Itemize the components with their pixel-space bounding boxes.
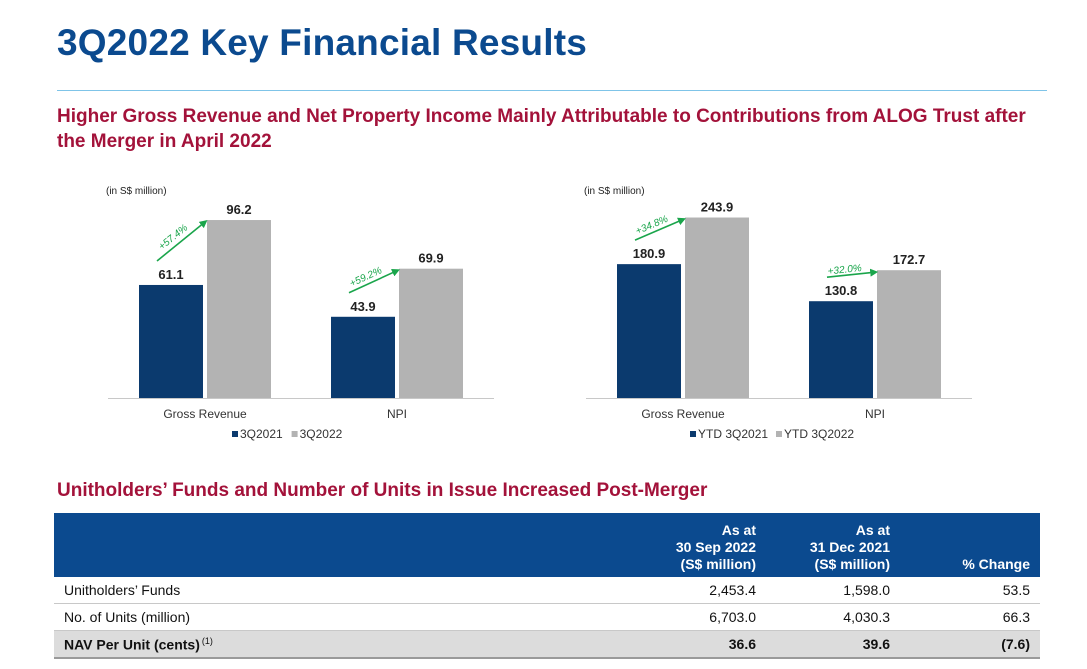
table-cell: (7.6) <box>900 630 1040 659</box>
growth-arrow <box>156 220 208 262</box>
page-title: 3Q2022 Key Financial Results <box>57 22 588 63</box>
bar-ytd-3q2021 <box>617 264 681 398</box>
growth-arrow <box>826 268 879 279</box>
footnote-marker: (1) <box>201 635 213 646</box>
legend-swatch <box>291 431 298 437</box>
row-label: No. of Units (million) <box>54 603 594 631</box>
growth-arrow <box>634 217 686 241</box>
category-tick-label: Gross Revenue <box>641 407 725 421</box>
bar-chart-svg: (in S$ million)61.196.2+57.4%Gross Reven… <box>106 186 494 441</box>
table-header-sep-2022: As at 30 Sep 2022 (S$ million) <box>594 513 766 577</box>
bar-ytd-3q2022 <box>685 217 749 398</box>
table-row-nav: NAV Per Unit (cents) (1) 36.6 39.6 (7.6) <box>54 630 1040 659</box>
header-line: 31 Dec 2021 <box>809 539 890 555</box>
table-cell: 39.6 <box>766 630 900 659</box>
legend-swatch <box>776 431 782 437</box>
data-label: 130.8 <box>825 283 858 298</box>
growth-label: +59.2% <box>348 265 384 289</box>
row-label-nav: NAV Per Unit (cents) (1) <box>54 630 594 659</box>
data-label: 243.9 <box>701 200 734 215</box>
header-line: As at <box>855 522 890 538</box>
unit-label: (in S$ million) <box>106 186 167 197</box>
header-line: (S$ million) <box>814 556 890 572</box>
bar-3q2021 <box>139 284 203 398</box>
legend-swatch <box>232 431 238 437</box>
legend-entry: 3Q2021 <box>240 427 283 441</box>
header-line: % Change <box>962 556 1030 572</box>
growth-label: +32.0% <box>827 263 862 278</box>
table-header-dec-2021: As at 31 Dec 2021 (S$ million) <box>766 513 900 577</box>
bar-3q2022 <box>207 220 271 398</box>
data-label: 69.9 <box>418 251 443 266</box>
legend-swatch <box>690 431 696 437</box>
data-label: 61.1 <box>158 267 183 282</box>
category-tick-label: NPI <box>387 407 407 421</box>
legend-entry: 3Q2022 <box>300 427 343 441</box>
table-cell: 36.6 <box>594 630 766 659</box>
ytd-bar-chart: (in S$ million) 180.9 243.9 +34.8% Gross Rev… <box>578 180 978 450</box>
legend-entry: YTD 3Q2022 <box>784 427 854 441</box>
table-row: No. of Units (million) 6,703.0 4,030.3 6… <box>54 603 1040 631</box>
category-tick-label: NPI <box>865 407 885 421</box>
unitholders-funds-table: As at 30 Sep 2022 (S$ million) As at 31 … <box>54 513 1040 659</box>
bar-ytd-3q2022 <box>877 270 941 398</box>
quarterly-bar-chart: (in S$ million) 61.1 96.2 +57.4% Gross Reven… <box>100 180 500 450</box>
legend-entry: YTD 3Q2021 <box>698 427 768 441</box>
table-cell: 6,703.0 <box>594 603 766 631</box>
table-row: Unitholders’ Funds 2,453.4 1,598.0 53.5 <box>54 577 1040 604</box>
category-tick-label: Gross Revenue <box>163 407 247 421</box>
table-cell: 53.5 <box>900 577 1040 604</box>
header-line: 30 Sep 2022 <box>675 539 756 555</box>
growth-arrow <box>348 269 400 294</box>
header-line: As at <box>721 522 756 538</box>
bar-3q2022 <box>399 268 463 398</box>
bar-chart-svg: (in S$ million) 180.9 243.9 +34.8% Gross Rev… <box>584 186 972 441</box>
data-label: 172.7 <box>893 252 926 267</box>
bar-3q2021 <box>331 316 395 398</box>
growth-label: +34.8% <box>634 214 670 238</box>
row-label: Unitholders’ Funds <box>54 577 594 604</box>
header-line: (S$ million) <box>680 556 756 572</box>
unit-label: (in S$ million) <box>584 186 645 197</box>
data-label: 96.2 <box>226 202 251 217</box>
data-label: 180.9 <box>633 246 666 261</box>
table-cell: 1,598.0 <box>766 577 900 604</box>
table-header-label <box>54 513 594 577</box>
table-header-change: % Change <box>900 513 1040 577</box>
table-header-row: As at 30 Sep 2022 (S$ million) As at 31 … <box>54 513 1040 577</box>
table-subheading: Unitholders’ Funds and Number of Units i… <box>57 480 708 501</box>
row-label-text: NAV Per Unit (cents) <box>64 636 200 653</box>
bar-ytd-3q2021 <box>809 301 873 398</box>
title-divider <box>57 90 1047 91</box>
data-label: 43.9 <box>350 299 375 314</box>
charts-subheading: Higher Gross Revenue and Net Property In… <box>57 106 1026 152</box>
table-cell: 2,453.4 <box>594 577 766 604</box>
table-cell: 4,030.3 <box>766 603 900 631</box>
table-cell: 66.3 <box>900 603 1040 631</box>
